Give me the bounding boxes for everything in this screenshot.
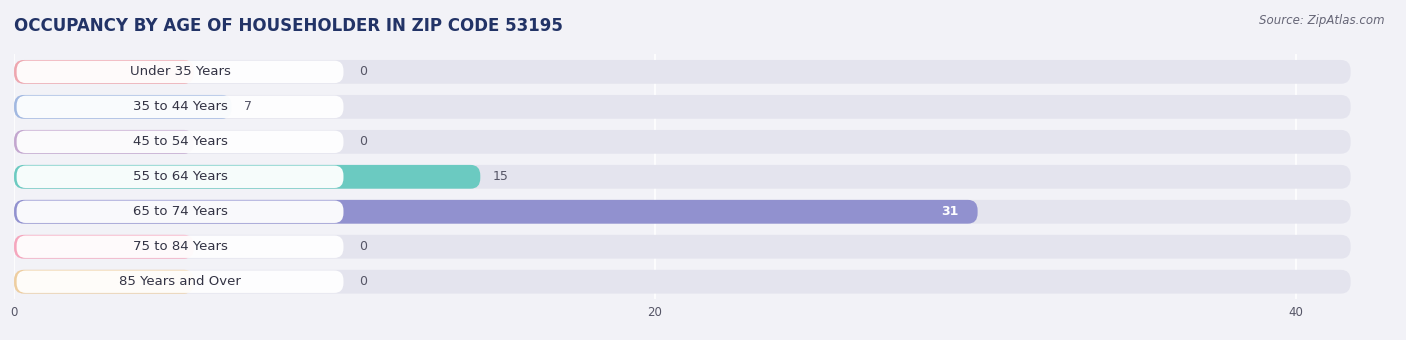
FancyBboxPatch shape xyxy=(14,235,1351,259)
FancyBboxPatch shape xyxy=(14,130,194,154)
Text: 0: 0 xyxy=(360,240,367,253)
FancyBboxPatch shape xyxy=(17,271,343,293)
FancyBboxPatch shape xyxy=(14,270,1351,294)
FancyBboxPatch shape xyxy=(17,201,343,223)
Text: 45 to 54 Years: 45 to 54 Years xyxy=(132,135,228,148)
Text: 75 to 84 Years: 75 to 84 Years xyxy=(132,240,228,253)
Text: OCCUPANCY BY AGE OF HOUSEHOLDER IN ZIP CODE 53195: OCCUPANCY BY AGE OF HOUSEHOLDER IN ZIP C… xyxy=(14,17,562,35)
FancyBboxPatch shape xyxy=(14,130,1351,154)
FancyBboxPatch shape xyxy=(17,61,343,83)
Text: 65 to 74 Years: 65 to 74 Years xyxy=(132,205,228,218)
FancyBboxPatch shape xyxy=(14,60,194,84)
Text: 35 to 44 Years: 35 to 44 Years xyxy=(132,100,228,113)
FancyBboxPatch shape xyxy=(14,200,977,224)
FancyBboxPatch shape xyxy=(14,235,194,259)
Text: 0: 0 xyxy=(360,275,367,288)
Text: 0: 0 xyxy=(360,135,367,148)
FancyBboxPatch shape xyxy=(14,200,1351,224)
Text: 0: 0 xyxy=(360,65,367,79)
FancyBboxPatch shape xyxy=(14,60,1351,84)
FancyBboxPatch shape xyxy=(14,165,481,189)
FancyBboxPatch shape xyxy=(14,165,1351,189)
Text: Source: ZipAtlas.com: Source: ZipAtlas.com xyxy=(1260,14,1385,27)
Text: 85 Years and Over: 85 Years and Over xyxy=(120,275,240,288)
FancyBboxPatch shape xyxy=(14,95,1351,119)
FancyBboxPatch shape xyxy=(14,270,194,294)
FancyBboxPatch shape xyxy=(17,131,343,153)
Text: 55 to 64 Years: 55 to 64 Years xyxy=(132,170,228,183)
FancyBboxPatch shape xyxy=(17,96,343,118)
Text: 7: 7 xyxy=(245,100,253,113)
FancyBboxPatch shape xyxy=(17,236,343,258)
Text: 31: 31 xyxy=(941,205,959,218)
Text: Under 35 Years: Under 35 Years xyxy=(129,65,231,79)
FancyBboxPatch shape xyxy=(14,95,232,119)
Text: 15: 15 xyxy=(494,170,509,183)
FancyBboxPatch shape xyxy=(17,166,343,188)
